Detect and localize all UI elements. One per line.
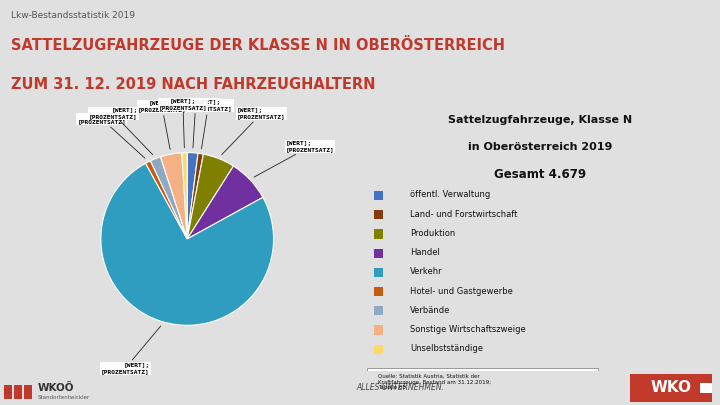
Text: [WERT];
[PROZENTSATZ]: [WERT]; [PROZENTSATZ] [89, 108, 153, 155]
Bar [374, 191, 383, 200]
Text: [WERT];
[PROZENTSATZ]: [WERT]; [PROZENTSATZ] [101, 326, 161, 374]
Bar [24, 385, 32, 399]
Text: in Oberösterreich 2019: in Oberösterreich 2019 [468, 142, 612, 151]
Bar [374, 287, 383, 296]
Text: [WERT];
[PROZENTSATZ]: [WERT]; [PROZENTSATZ] [222, 108, 286, 155]
Text: Sattelzugfahrzeuge, Klasse N: Sattelzugfahrzeuge, Klasse N [448, 115, 632, 125]
Bar [374, 249, 383, 258]
Bar [630, 373, 712, 402]
Text: Sonstige Wirtschaftszweige: Sonstige Wirtschaftszweige [410, 325, 526, 334]
Text: Land- und Forstwirtschaft: Land- und Forstwirtschaft [410, 210, 518, 219]
Bar [700, 373, 712, 402]
Wedge shape [161, 153, 187, 239]
Text: SATTELZUGFAHRZEUGE DER KLASSE N IN OBERÖSTERREICH: SATTELZUGFAHRZEUGE DER KLASSE N IN OBERÖ… [11, 38, 505, 53]
Text: WKOÖ: WKOÖ [38, 383, 74, 393]
Text: Standortentwickler: Standortentwickler [38, 395, 90, 400]
Bar [374, 268, 383, 277]
Bar [14, 385, 22, 399]
Text: Verbände: Verbände [410, 306, 451, 315]
Text: Lkw-Bestandsstatistik 2019: Lkw-Bestandsstatistik 2019 [11, 11, 135, 20]
Text: [WERT];
[PROZENTSATZ]: [WERT]; [PROZENTSATZ] [184, 100, 233, 149]
Wedge shape [145, 161, 187, 239]
Text: ZUM 31. 12. 2019 NACH FAHRZEUGHALTERN: ZUM 31. 12. 2019 NACH FAHRZEUGHALTERN [11, 77, 375, 92]
Text: 13: 13 [2, 389, 11, 395]
Bar [374, 345, 383, 354]
Text: [WERT];
[PROZENTSATZ]: [WERT]; [PROZENTSATZ] [138, 101, 186, 149]
Wedge shape [187, 166, 263, 239]
Bar [374, 229, 383, 239]
Text: Handel: Handel [410, 248, 440, 257]
Wedge shape [187, 153, 203, 239]
Bar [700, 373, 712, 383]
Text: Produktion: Produktion [410, 229, 456, 238]
Bar [374, 306, 383, 315]
Bar [374, 210, 383, 220]
Text: Verkehr: Verkehr [410, 267, 443, 276]
Wedge shape [150, 157, 187, 239]
Text: öffentl. Verwaltung: öffentl. Verwaltung [410, 190, 490, 200]
Text: [WERT];
[PROZENTSATZ]: [WERT]; [PROZENTSATZ] [77, 113, 145, 158]
Bar [374, 326, 383, 335]
Text: Gesamt 4.679: Gesamt 4.679 [494, 168, 586, 181]
Text: [WERT];
[PROZENTSATZ]: [WERT]; [PROZENTSATZ] [171, 99, 220, 148]
FancyBboxPatch shape [367, 369, 598, 405]
Wedge shape [181, 153, 187, 239]
Text: WKO: WKO [650, 380, 691, 395]
Bar [4, 385, 12, 399]
Text: Unselbstständige: Unselbstständige [410, 344, 483, 353]
Text: [WERT];
[PROZENTSATZ]: [WERT]; [PROZENTSATZ] [158, 99, 207, 148]
Bar [700, 393, 712, 402]
Wedge shape [101, 163, 274, 325]
Wedge shape [187, 153, 198, 239]
Text: [WERT];
[PROZENTSATZ]: [WERT]; [PROZENTSATZ] [254, 141, 334, 177]
Wedge shape [187, 154, 233, 239]
Text: ALLES UNTERNEHMEN.: ALLES UNTERNEHMEN. [356, 383, 444, 392]
Text: Hotel- und Gastgewerbe: Hotel- und Gastgewerbe [410, 287, 513, 296]
Text: Quelle: Statistik Austria, Statistik der
Kraftfahrzeuge, Bestand am 31.12.2019;
: Quelle: Statistik Austria, Statistik der… [378, 374, 491, 390]
